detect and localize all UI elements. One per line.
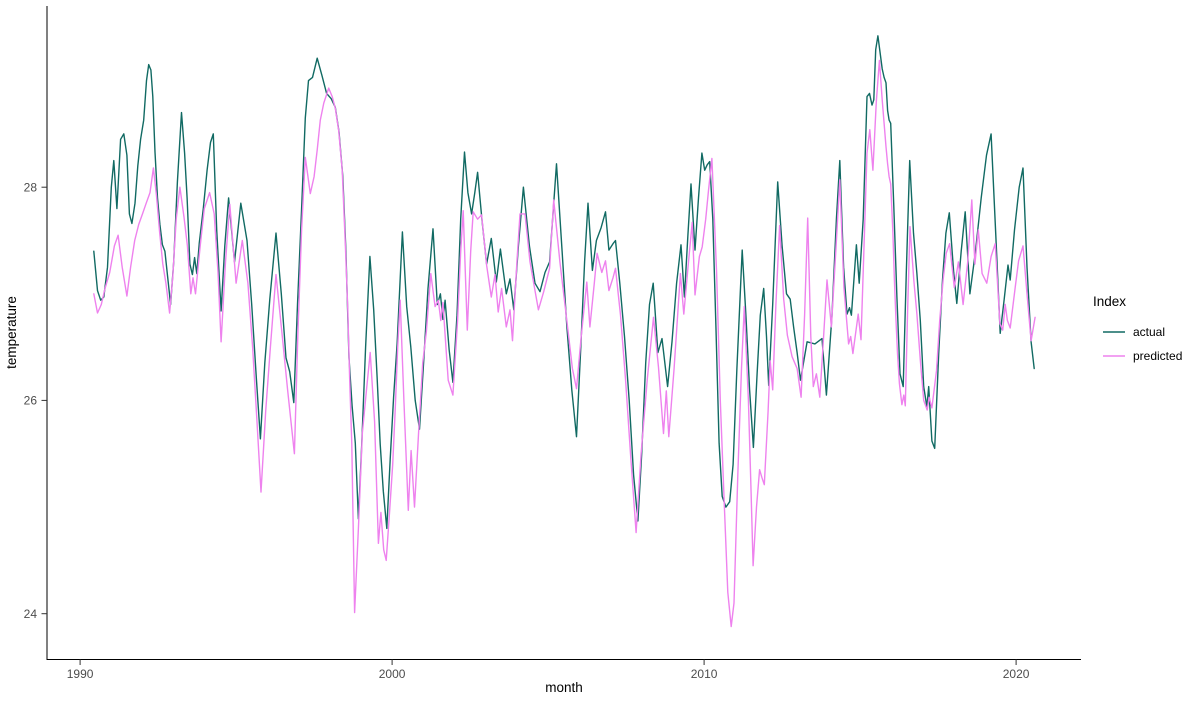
series-line-actual xyxy=(93,35,1035,530)
x-axis-ticks: 1990 2000 2010 2020 xyxy=(67,659,1030,681)
y-tick-label-26: 26 xyxy=(24,394,38,408)
y-tick-label-28: 28 xyxy=(24,180,38,194)
x-tick-label-1990: 1990 xyxy=(67,667,94,681)
legend: Index actual predicted xyxy=(1093,294,1182,363)
y-axis-ticks: 24 26 28 xyxy=(24,180,47,621)
legend-label-actual: actual xyxy=(1133,325,1165,339)
legend-title: Index xyxy=(1093,294,1126,309)
y-axis-title: temperature xyxy=(4,296,19,369)
legend-label-predicted: predicted xyxy=(1133,349,1182,363)
x-tick-label-2010: 2010 xyxy=(691,667,718,681)
series-lines xyxy=(93,35,1036,628)
x-axis-title: month xyxy=(545,680,583,695)
x-tick-label-2000: 2000 xyxy=(379,667,406,681)
y-tick-label-24: 24 xyxy=(24,607,38,621)
series-line-predicted xyxy=(93,59,1036,628)
x-tick-label-2020: 2020 xyxy=(1003,667,1030,681)
